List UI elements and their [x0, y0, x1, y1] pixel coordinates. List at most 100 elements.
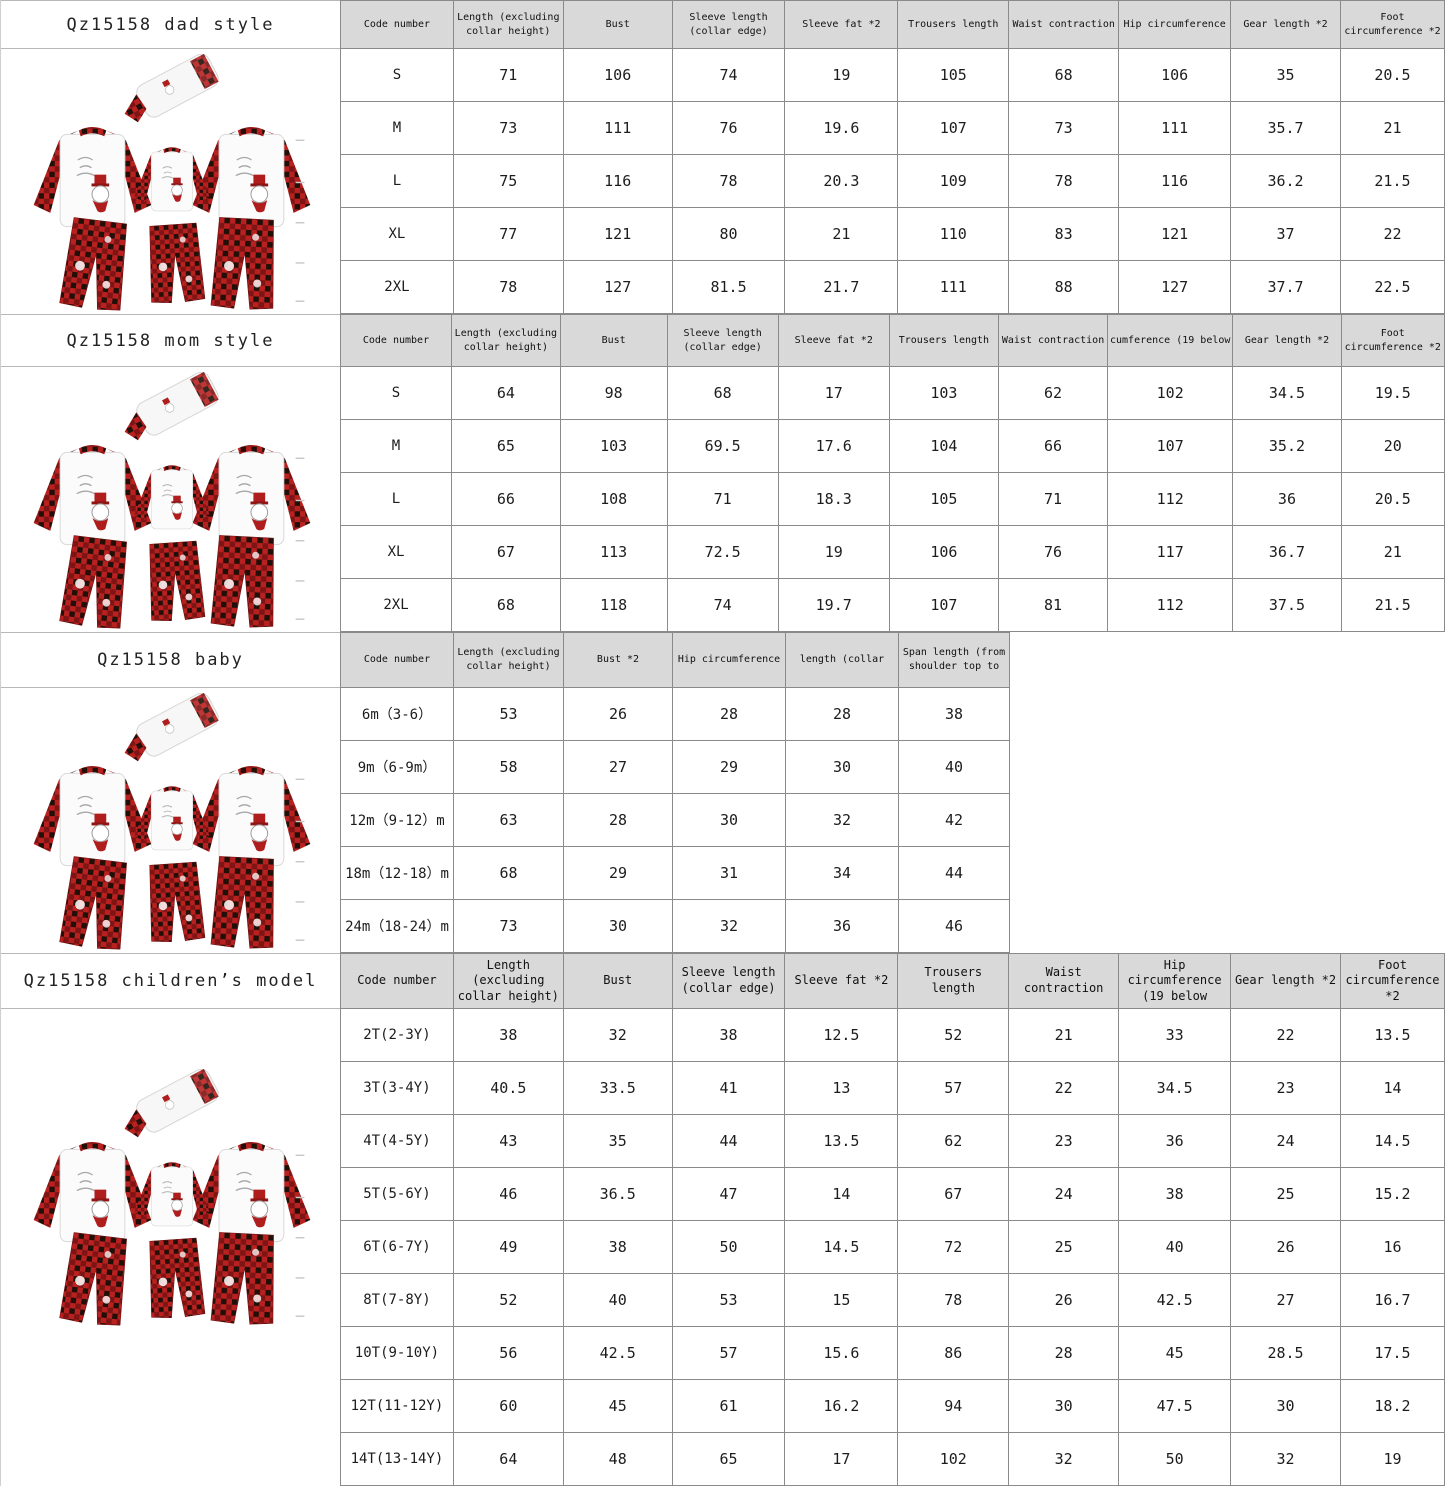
measurement-cell: 32 — [562, 1008, 673, 1062]
measurement-cell: 53 — [453, 687, 564, 741]
column-header: Foot circumference *2 — [1339, 953, 1445, 1009]
measurement-cell: 29 — [563, 846, 673, 900]
column-header: Sleeve length (collar edge) — [671, 953, 786, 1009]
measurement-cell: 19.5 — [1340, 366, 1445, 420]
size-code-cell: M — [340, 101, 454, 155]
measurement-cell: 75 — [452, 154, 564, 208]
column-header: Bust — [559, 314, 668, 367]
measurement-cell: 34 — [785, 846, 899, 900]
column-header: Bust — [562, 953, 673, 1009]
measurement-cell: 113 — [559, 525, 668, 579]
measurement-cell: 46 — [452, 1167, 564, 1221]
column-header: Length (excluding collar height) — [452, 0, 564, 49]
measurement-cell: 15.2 — [1339, 1167, 1445, 1221]
measurement-cell: 21.5 — [1340, 578, 1445, 632]
section-dad: Qz15158 dad style — [0, 0, 1445, 314]
measurement-cell: 22 — [1230, 1008, 1341, 1062]
header-row: Code number Length (excluding collar heig… — [340, 314, 1445, 367]
measurement-cell: 40 — [562, 1273, 673, 1327]
table-row: 2T(2-3Y) 38 32 38 12.5 52 21 33 22 13.5 — [340, 1008, 1445, 1062]
photo-tick-marks — [295, 457, 304, 620]
measurement-cell: 36.2 — [1230, 154, 1341, 208]
table-row: 6T(6-7Y) 49 38 50 14.5 72 25 40 26 16 — [340, 1220, 1445, 1274]
measurement-cell: 66 — [450, 472, 561, 526]
measurement-cell: 15.6 — [784, 1326, 899, 1380]
measurement-cell: 73 — [452, 101, 564, 155]
measurement-cell: 27 — [1230, 1273, 1341, 1327]
measurement-cell: 17 — [777, 366, 890, 420]
measurement-cell: 98 — [559, 366, 668, 420]
measurement-cell: 102 — [1106, 366, 1234, 420]
measurement-cell: 25 — [1008, 1220, 1120, 1274]
table-row: S 64 98 68 17 103 62 102 34.5 19.5 — [340, 366, 1445, 420]
column-header: Waist contraction — [998, 314, 1108, 367]
measurement-cell: 57 — [897, 1061, 1010, 1115]
measurement-cell: 23 — [1008, 1114, 1120, 1168]
measurement-cell: 116 — [1118, 154, 1232, 208]
measurement-cell: 49 — [452, 1220, 564, 1274]
size-code-cell: 2XL — [340, 578, 452, 632]
product-image — [1, 1009, 340, 1486]
measurement-cell: 30 — [672, 793, 786, 847]
size-table-baby: Code number Length (excluding collar heig… — [340, 632, 1010, 953]
column-header: length (collar — [785, 632, 899, 688]
measurement-cell: 67 — [897, 1167, 1010, 1221]
measurement-cell: 17 — [784, 1432, 899, 1486]
column-header: Sleeve fat *2 — [784, 0, 899, 49]
measurement-cell: 41 — [671, 1061, 786, 1115]
measurement-cell: 21 — [1008, 1008, 1120, 1062]
size-code-cell: 6m（3-6） — [340, 687, 454, 741]
measurement-cell: 105 — [897, 48, 1010, 102]
table-row: 24m（18-24）m 73 30 32 36 46 — [340, 899, 1010, 953]
measurement-cell: 30 — [563, 899, 673, 953]
size-code-cell: 5T(5-6Y) — [340, 1167, 454, 1221]
measurement-cell: 68 — [450, 578, 561, 632]
measurement-cell: 74 — [666, 578, 779, 632]
left-panel: Qz15158 children’s model — [0, 953, 340, 1486]
column-header: Sleeve fat *2 — [777, 314, 890, 367]
measurement-cell: 77 — [452, 207, 564, 261]
measurement-cell: 20.3 — [784, 154, 899, 208]
column-header: Sleeve fat *2 — [784, 953, 899, 1009]
measurement-cell: 65 — [450, 419, 561, 473]
measurement-cell: 32 — [1230, 1432, 1341, 1486]
measurement-cell: 86 — [897, 1326, 1010, 1380]
measurement-cell: 28 — [563, 793, 673, 847]
measurement-cell: 36 — [785, 899, 899, 953]
table-row: 12m（9-12）m 63 28 30 32 42 — [340, 793, 1010, 847]
measurement-cell: 18.2 — [1339, 1379, 1445, 1433]
measurement-cell: 63 — [453, 793, 564, 847]
size-code-cell: 10T(9-10Y) — [340, 1326, 454, 1380]
measurement-cell: 32 — [672, 899, 786, 953]
measurement-cell: 103 — [888, 366, 1000, 420]
measurement-cell: 58 — [453, 740, 564, 794]
table-row: 6m（3-6） 53 26 28 28 38 — [340, 687, 1010, 741]
size-code-cell: 6T(6-7Y) — [340, 1220, 454, 1274]
measurement-cell: 33 — [1118, 1008, 1232, 1062]
table-row: 3T(3-4Y) 40.5 33.5 41 13 57 22 34.5 23 14 — [340, 1061, 1445, 1115]
measurement-cell: 106 — [562, 48, 673, 102]
size-code-cell: 24m（18-24）m — [340, 899, 454, 953]
measurement-cell: 16.2 — [784, 1379, 899, 1433]
measurement-cell: 106 — [888, 525, 1000, 579]
measurement-cell: 73 — [1008, 101, 1120, 155]
measurement-cell: 22 — [1008, 1061, 1120, 1115]
measurement-cell: 38 — [1118, 1167, 1232, 1221]
table-row: L 75 116 78 20.3 109 78 116 36.2 21.5 — [340, 154, 1445, 208]
measurement-cell: 80 — [671, 207, 786, 261]
measurement-cell: 37.7 — [1230, 260, 1341, 314]
measurement-cell: 19 — [784, 48, 899, 102]
measurement-cell: 83 — [1008, 207, 1120, 261]
measurement-cell: 111 — [897, 260, 1010, 314]
size-code-cell: 2XL — [340, 260, 454, 314]
measurement-cell: 118 — [559, 578, 668, 632]
column-header: cumference (19 below — [1106, 314, 1234, 367]
size-code-cell: S — [340, 366, 452, 420]
measurement-cell: 29 — [672, 740, 786, 794]
pajama-set-art — [32, 53, 311, 312]
measurement-cell: 78 — [671, 154, 786, 208]
measurement-cell: 22.5 — [1339, 260, 1445, 314]
table-row: 4T(4-5Y) 43 35 44 13.5 62 23 36 24 14.5 — [340, 1114, 1445, 1168]
measurement-cell: 22 — [1339, 207, 1445, 261]
